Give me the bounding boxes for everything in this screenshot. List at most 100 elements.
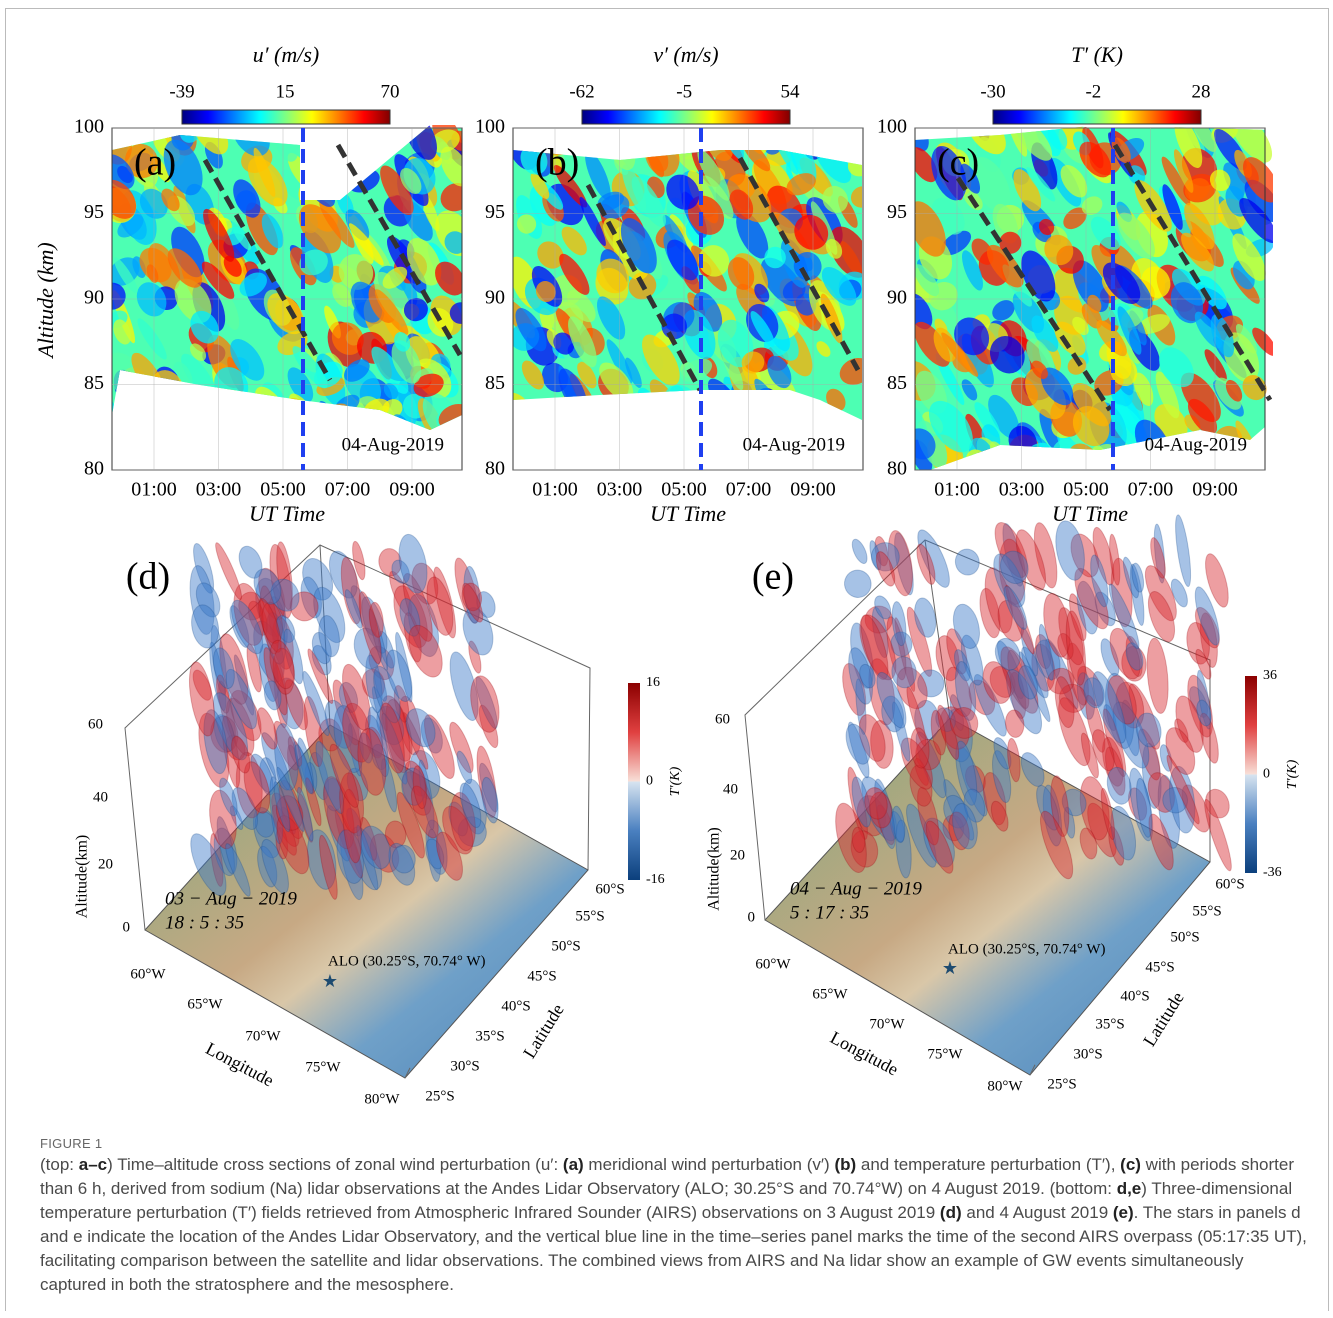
contour-blob: [688, 397, 720, 420]
isosurface-blob: [247, 600, 269, 636]
contour-blob: [786, 173, 816, 196]
isosurface-blob: [1125, 642, 1144, 671]
contour-blob: [201, 261, 235, 300]
isosurface-blob: [300, 576, 322, 619]
isosurface-blob: [233, 582, 265, 646]
isosurface-blob: [216, 816, 235, 874]
contour-blob: [449, 302, 462, 324]
star-marker: ★: [322, 971, 338, 991]
isosurface-blob: [261, 732, 291, 791]
contour-blob: [794, 214, 829, 250]
star-marker: ★: [942, 958, 958, 978]
isosurface-blob: [360, 825, 391, 870]
longitude-tick-label: 75°W: [927, 1046, 963, 1062]
isosurface-blob: [253, 568, 282, 605]
isosurface-blob: [326, 804, 351, 862]
contour-blob: [717, 319, 754, 368]
x-axis-label: UT Time: [650, 501, 726, 526]
contour-blob: [203, 208, 235, 262]
caption-segment: (b): [834, 1155, 857, 1174]
isosurface-blob: [1174, 718, 1189, 743]
contour-blob: [1174, 125, 1203, 169]
isosurface-blob: [338, 681, 359, 714]
isosurface-blob: [993, 737, 1012, 770]
isosurface-blob: [478, 704, 499, 749]
contour-blob: [311, 438, 336, 466]
wave-phase-line: [737, 156, 861, 372]
colorbar-tick-label: 36: [1263, 668, 1277, 683]
colorbar-tick-label: 70: [381, 81, 400, 102]
contour-blob: [970, 157, 1011, 212]
isosurface-blob: [1002, 523, 1024, 587]
isosurface-blob: [313, 586, 346, 644]
isosurface-blob: [1112, 701, 1150, 769]
isosurface-blob: [1045, 638, 1079, 710]
isosurface-blob: [943, 779, 975, 841]
x-tick-label: 07:00: [726, 479, 772, 501]
isosurface-blob: [896, 666, 928, 710]
isosurface-blob: [361, 596, 388, 654]
isosurface-blob: [998, 538, 1026, 605]
isosurface-blob: [283, 628, 304, 685]
isosurface-blob: [939, 706, 970, 750]
isosurface-blob: [378, 548, 402, 577]
isosurface-blob: [329, 743, 359, 808]
contour-blob: [720, 390, 747, 420]
isosurface-blob: [261, 838, 289, 894]
isosurface-blob: [870, 542, 900, 572]
contour-blob: [280, 169, 304, 200]
isosurface-blob: [1070, 533, 1100, 578]
contour-blob: [216, 407, 248, 430]
isosurface-blob: [993, 553, 1026, 608]
isosurface-blob: [277, 677, 304, 730]
contour-blob: [1044, 234, 1074, 266]
contour-blob: [413, 373, 444, 398]
isosurface-blob: [425, 819, 448, 875]
isosurface-blob: [336, 829, 365, 884]
isosurface-blob: [263, 647, 288, 716]
isosurface-blob: [881, 695, 905, 733]
isosurface-blob: [297, 786, 314, 842]
isosurface-blob: [1047, 667, 1075, 695]
longitude-tick-label: 80°W: [987, 1078, 1023, 1094]
isosurface-blob: [273, 720, 299, 771]
wave-phase-line: [585, 183, 703, 392]
isosurface-blob: [323, 777, 344, 812]
isosurface-blob: [1199, 612, 1218, 668]
contour-blob: [338, 254, 374, 290]
date-label: 04-Aug-2019: [743, 434, 845, 455]
contour-blob: [710, 395, 742, 420]
contour-blob: [931, 146, 967, 201]
isosurface-blob: [210, 625, 228, 696]
isosurface-blob: [401, 771, 432, 816]
contour-blob: [954, 317, 990, 356]
contour-blob: [1204, 349, 1227, 382]
isosurface-blob: [371, 743, 388, 771]
isosurface-blob: [1110, 805, 1137, 861]
contour-blob: [1060, 164, 1088, 198]
latitude-tick-label: 45°S: [527, 968, 556, 984]
isosurface-blob: [954, 548, 980, 576]
isosurface-blob: [887, 530, 913, 597]
isosurface-blob: [254, 811, 275, 838]
isosurface-blob: [1050, 775, 1070, 838]
panel-letter: (e): [752, 556, 794, 598]
isosurface-blob: [289, 591, 319, 622]
panel-letter: (a): [134, 142, 176, 184]
contour-blob: [941, 332, 979, 377]
x-tick-label: 05:00: [661, 479, 707, 501]
contour-blob: [1040, 367, 1074, 406]
isosurface-blob: [271, 804, 297, 856]
isosurface-blob: [1148, 813, 1174, 871]
isosurface-blob: [309, 751, 330, 801]
isosurface-blob: [209, 789, 237, 850]
isosurface-blob: [1092, 526, 1115, 586]
isosurface-blob: [1040, 810, 1074, 880]
isosurface-blob: [1061, 788, 1087, 817]
isosurface-blob: [450, 791, 476, 852]
isosurface-blob: [942, 814, 965, 842]
isosurface-blob: [914, 699, 940, 741]
isosurface-blob: [221, 715, 241, 788]
isosurface-blob: [433, 566, 457, 639]
isosurface-blob: [379, 702, 405, 774]
